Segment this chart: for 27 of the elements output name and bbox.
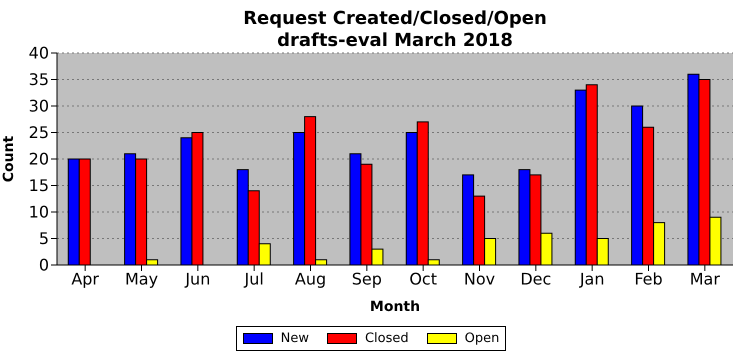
x-axis-title: Month bbox=[370, 299, 420, 315]
y-tick-label: 35 bbox=[28, 70, 49, 90]
y-tick-label: 20 bbox=[28, 150, 49, 169]
x-tick-label: Oct bbox=[409, 269, 438, 288]
x-tick-label: Apr bbox=[71, 269, 100, 288]
y-tick-label: 10 bbox=[28, 202, 49, 222]
y-tick-label: 40 bbox=[28, 44, 49, 63]
x-tick-label: Jul bbox=[244, 269, 264, 288]
x-tick-label: Aug bbox=[294, 269, 326, 288]
chart-title: Request Created/Closed/Open drafts-eval March 2018 bbox=[242, 8, 548, 52]
x-tick-label: Jun bbox=[184, 269, 210, 288]
x-tick-label: Sep bbox=[352, 269, 382, 288]
legend-label: Closed bbox=[364, 331, 409, 346]
legend-label: New bbox=[280, 331, 309, 346]
y-tick-label: 5 bbox=[38, 229, 49, 248]
legend-label: Open bbox=[464, 331, 500, 346]
x-tick-label: Nov bbox=[464, 269, 496, 288]
y-axis-title: Count bbox=[0, 135, 17, 182]
x-tick-label: Feb bbox=[634, 269, 663, 288]
y-tick-label: 0 bbox=[38, 256, 49, 275]
y-tick-label: 30 bbox=[28, 96, 49, 116]
x-tick-label: Dec bbox=[520, 269, 552, 288]
y-tick-label: 25 bbox=[28, 123, 49, 142]
x-tick-label: May bbox=[124, 269, 158, 288]
y-tick-label: 15 bbox=[28, 176, 49, 196]
x-tick-label: Jan bbox=[578, 269, 605, 288]
x-tick-label: Mar bbox=[690, 269, 720, 288]
